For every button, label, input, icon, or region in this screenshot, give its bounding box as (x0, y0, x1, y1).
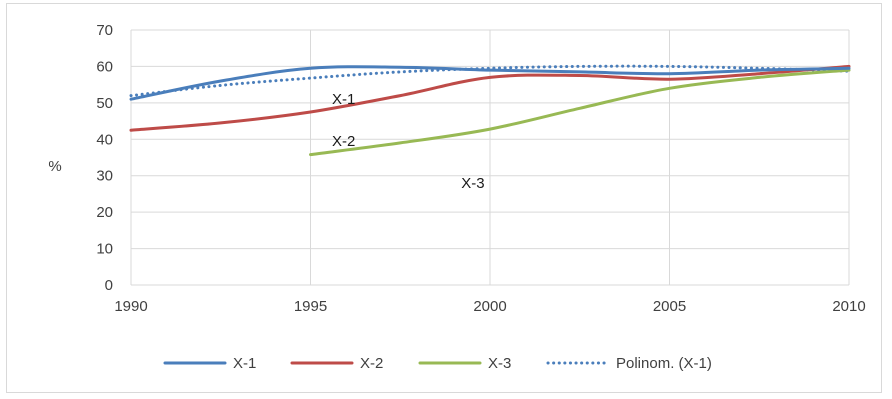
x-tick-label: 2005 (653, 298, 686, 315)
legend-label: X-3 (488, 355, 511, 372)
legend-label: Polinom. (X-1) (616, 355, 712, 372)
legend: X-1 X-2 X-3 Polinom. (X-1) (163, 355, 712, 372)
series-line-x-2 (129, 64, 851, 132)
chart-frame: 0 10 20 30 40 50 60 70 1990 1995 2000 2005 2010 % X… (6, 3, 882, 393)
x-tick-label: 2000 (473, 298, 506, 315)
y-axis-ticks: 0 10 20 30 40 50 60 70 (96, 22, 113, 294)
x-tick-label: 1995 (294, 298, 327, 315)
series-line-polinom-x-1 (129, 64, 851, 98)
y-tick-label: 50 (96, 95, 113, 112)
y-tick-label: 70 (96, 22, 113, 39)
x-tick-label: 2010 (832, 298, 865, 315)
line-chart: 0 10 20 30 40 50 60 70 1990 1995 2000 2005 2010 % X… (48, 22, 865, 372)
annotation-label: X-3 (461, 175, 484, 192)
annotation-label: X-2 (332, 133, 355, 150)
x-tick-label: 1990 (114, 298, 147, 315)
y-tick-label: 10 (96, 241, 113, 258)
annotation-label: X-1 (332, 91, 355, 108)
y-tick-label: 40 (96, 131, 113, 148)
series-line-x-1 (129, 65, 851, 101)
series-lines (129, 64, 851, 157)
y-tick-label: 0 (105, 277, 113, 294)
legend-label: X-2 (360, 355, 383, 372)
legend-label: X-1 (233, 355, 256, 372)
y-tick-label: 60 (96, 58, 113, 75)
series-line-x-3 (309, 68, 851, 157)
y-tick-label: 20 (96, 204, 113, 221)
y-tick-label: 30 (96, 168, 113, 185)
annotations: X-1 X-2 X-3 (332, 91, 485, 192)
y-axis-label: % (48, 158, 61, 175)
x-axis-ticks: 1990 1995 2000 2005 2010 (114, 298, 865, 315)
